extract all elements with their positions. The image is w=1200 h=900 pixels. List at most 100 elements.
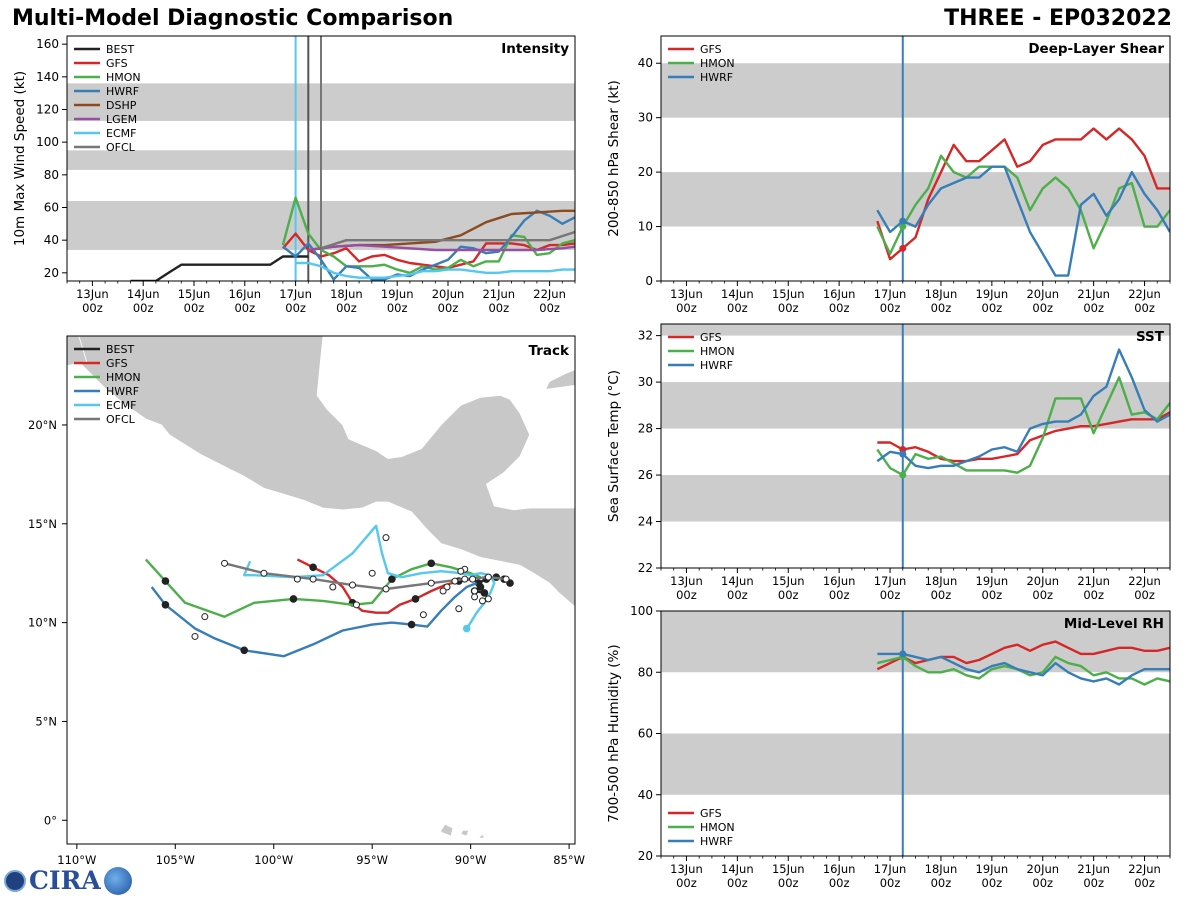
sst-x-tick-label: 00z	[1032, 588, 1053, 602]
rh-legend-label-hmon: HMON	[700, 821, 735, 834]
intensity-series-ofcl	[320, 230, 575, 250]
track-point-open	[471, 587, 479, 595]
track-point-open	[309, 575, 317, 583]
sst-x-tick-label: 00z	[829, 588, 850, 602]
shear-frame	[660, 35, 1171, 282]
track-point-open	[368, 569, 376, 577]
sst-x-tick-label: 00z	[676, 588, 697, 602]
shear-x-tick-label: 00z	[829, 301, 850, 315]
track-point-open	[469, 575, 477, 583]
track-line-gfs	[296, 558, 473, 614]
track-point-open	[260, 569, 268, 577]
rh-x-tick-label: 00z	[880, 876, 901, 890]
rh-x-tick-label: 00z	[1083, 876, 1104, 890]
track-y-tick-label: 5°N	[35, 714, 57, 728]
intensity-series-ecmf	[295, 261, 575, 279]
intensity-legend-label-dshp: DSHP	[106, 99, 137, 112]
track-legend-label-ofcl: OFCL	[106, 413, 136, 426]
rh-x-tick-label: 00z	[676, 876, 697, 890]
sst-x-tick-label: 00z	[727, 588, 748, 602]
shear-y-axis-label: 200-850 hPa Shear (kt)	[606, 80, 622, 237]
intensity-x-tick-label: 00z	[336, 301, 357, 315]
rh-x-tick-label: 14Jun	[721, 862, 754, 876]
sst-title: SST	[1136, 329, 1165, 345]
shear-band	[661, 63, 1170, 118]
intensity-y-tick-label: 120	[36, 103, 59, 117]
shear-x-tick-label: 00z	[880, 301, 901, 315]
shear-x-tick-label: 20Jun	[1026, 287, 1059, 301]
land-cuba-tip	[544, 369, 575, 390]
track-point-open	[382, 585, 390, 593]
intensity-x-tick-label: 17Jun	[279, 287, 312, 301]
rh-x-tick-label: 18Jun	[925, 862, 958, 876]
rh-x-tick-label: 00z	[829, 876, 850, 890]
rh-x-tick-label: 00z	[1032, 876, 1053, 890]
sst-x-tick-label: 15Jun	[772, 574, 805, 588]
track-point-filled	[407, 620, 416, 629]
track-legend-label-ecmf: ECMF	[106, 399, 136, 412]
intensity-x-tick-label: 00z	[539, 301, 560, 315]
rh-init-marker-hwrf	[899, 650, 907, 658]
shear-series-hmon	[876, 154, 1170, 256]
track-point-open	[191, 632, 199, 640]
land-mexico-central-america	[67, 336, 575, 608]
intensity-y-tick-label: 20	[44, 266, 59, 280]
shear-y-tick-label: 30	[638, 111, 653, 125]
intensity-legend-label-hmon: HMON	[106, 71, 141, 84]
track-legend-label-hmon: HMON	[106, 371, 141, 384]
shear-x-tick-label: 00z	[931, 301, 952, 315]
track-point-open	[457, 567, 465, 575]
track-point-open	[221, 559, 229, 567]
rh-x-tick-label: 15Jun	[772, 862, 805, 876]
intensity-legend-label-hwrf: HWRF	[106, 85, 139, 98]
shear-x-tick-label: 00z	[1032, 301, 1053, 315]
intensity-y-tick-label: 100	[36, 135, 59, 149]
intensity-legend-label-lgem: LGEM	[106, 113, 137, 126]
intensity-x-tick-label: 15Jun	[178, 287, 211, 301]
intensity-y-tick-label: 140	[36, 70, 59, 84]
rh-chart: 13Jun00z14Jun00z15Jun00z16Jun00z17Jun00z…	[606, 604, 1171, 890]
shear-x-tick-label: 13Jun	[670, 287, 703, 301]
rh-y-tick-label: 60	[638, 727, 653, 741]
shear-x-tick-label: 19Jun	[976, 287, 1009, 301]
rh-x-tick-label: 13Jun	[670, 862, 703, 876]
track-point-open	[455, 605, 463, 613]
land-galapagos-1	[440, 823, 454, 837]
intensity-x-tick-label: 00z	[234, 301, 255, 315]
sst-band	[661, 324, 1170, 336]
shear-band	[661, 172, 1170, 227]
rh-frame	[660, 610, 1171, 857]
sst-series-hwrf	[876, 348, 1170, 470]
intensity-x-tick-label: 21Jun	[482, 287, 515, 301]
rh-legend-label-gfs: GFS	[700, 807, 722, 820]
track-legend-label-gfs: GFS	[106, 357, 128, 370]
logo-emblem-icon	[4, 869, 26, 892]
shear-x-tick-label: 00z	[778, 301, 799, 315]
track-point-open	[427, 579, 435, 587]
track-map-content	[67, 336, 575, 839]
shear-series-hwrf	[876, 165, 1170, 277]
shear-x-tick-label: 00z	[676, 301, 697, 315]
intensity-series-best	[130, 255, 309, 281]
intensity-series-hwrf	[282, 209, 575, 281]
track-point-open	[352, 601, 360, 609]
shear-init-marker-hwrf	[899, 217, 907, 225]
rh-x-tick-label: 00z	[778, 876, 799, 890]
shear-x-tick-label: 00z	[982, 301, 1003, 315]
track-point-open	[471, 593, 479, 601]
track-point-filled	[411, 595, 420, 603]
shear-init-marker-gfs	[899, 244, 907, 252]
sst-y-tick-label: 22	[638, 561, 653, 575]
intensity-y-axis-label: 10m Max Wind Speed (kt)	[12, 71, 28, 246]
intensity-x-tick-label: 16Jun	[228, 287, 261, 301]
shear-series-gfs	[876, 127, 1170, 261]
intensity-x-tick-label: 00z	[488, 301, 509, 315]
intensity-x-tick-label: 00z	[82, 301, 103, 315]
shear-init-marker-hmon	[899, 223, 907, 231]
track-x-tick-label: 95°W	[356, 853, 388, 867]
sst-legend-label-hmon: HMON	[700, 345, 735, 358]
rh-y-axis-label: 700-500 hPa Humidity (%)	[606, 644, 622, 822]
track-point-open	[419, 611, 427, 619]
track-y-tick-label: 0°	[44, 813, 57, 827]
intensity-y-tick-label: 160	[36, 37, 59, 51]
